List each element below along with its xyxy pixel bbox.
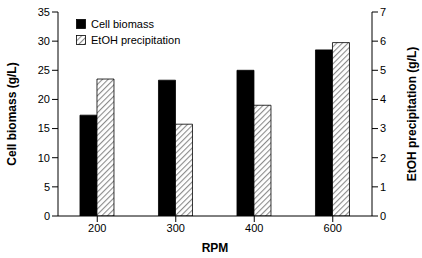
svg-text:4: 4 <box>380 93 386 105</box>
svg-text:600: 600 <box>324 222 342 234</box>
svg-text:5: 5 <box>380 64 386 76</box>
svg-text:6: 6 <box>380 35 386 47</box>
svg-text:15: 15 <box>38 122 50 134</box>
svg-text:30: 30 <box>38 35 50 47</box>
html-text:Cell biomass: Cell biomass <box>91 18 154 30</box>
svg-text:200: 200 <box>88 222 106 234</box>
svg-text:10: 10 <box>38 152 50 164</box>
svg-text:0: 0 <box>44 210 50 222</box>
svg-text:1: 1 <box>380 181 386 193</box>
svg-text:25: 25 <box>38 64 50 76</box>
svg-text:0: 0 <box>380 210 386 222</box>
svg-text:EtOH precipitation (g/L): EtOH precipitation (g/L) <box>405 47 414 182</box>
svg-text:7: 7 <box>380 6 386 18</box>
svg-text:5: 5 <box>44 181 50 193</box>
svg-text:400: 400 <box>245 222 263 234</box>
svg-text:35: 35 <box>38 6 50 18</box>
svg-text:2: 2 <box>380 152 386 164</box>
html-text:EtOH precipitation: EtOH precipitation <box>91 34 181 46</box>
svg-text:20: 20 <box>38 93 50 105</box>
svg-text:RPM: RPM <box>202 241 229 255</box>
svg-text:300: 300 <box>167 222 185 234</box>
svg-text:Cell biomass (g/L): Cell biomass (g/L) <box>8 62 19 165</box>
svg-text:3: 3 <box>380 122 386 134</box>
